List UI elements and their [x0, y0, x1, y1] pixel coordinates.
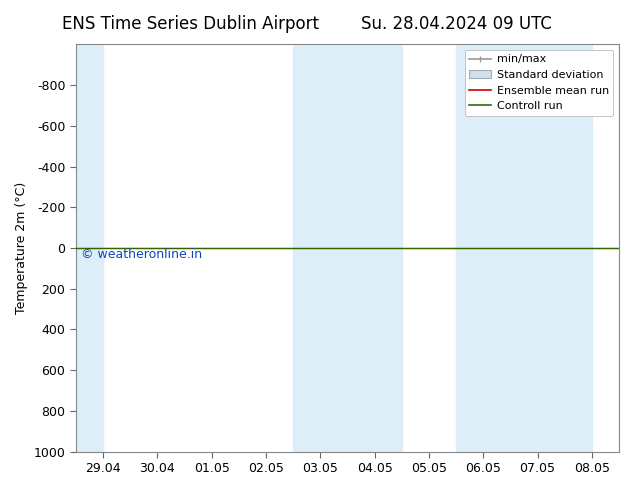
Text: Su. 28.04.2024 09 UTC: Su. 28.04.2024 09 UTC [361, 15, 552, 33]
Y-axis label: Temperature 2m (°C): Temperature 2m (°C) [15, 182, 28, 314]
Text: © weatheronline.in: © weatheronline.in [81, 248, 202, 261]
Legend: min/max, Standard deviation, Ensemble mean run, Controll run: min/max, Standard deviation, Ensemble me… [465, 50, 614, 116]
Bar [293, 45, 402, 452]
Bar [76, 45, 103, 452]
Bar [456, 45, 592, 452]
Text: ENS Time Series Dublin Airport: ENS Time Series Dublin Airport [61, 15, 319, 33]
